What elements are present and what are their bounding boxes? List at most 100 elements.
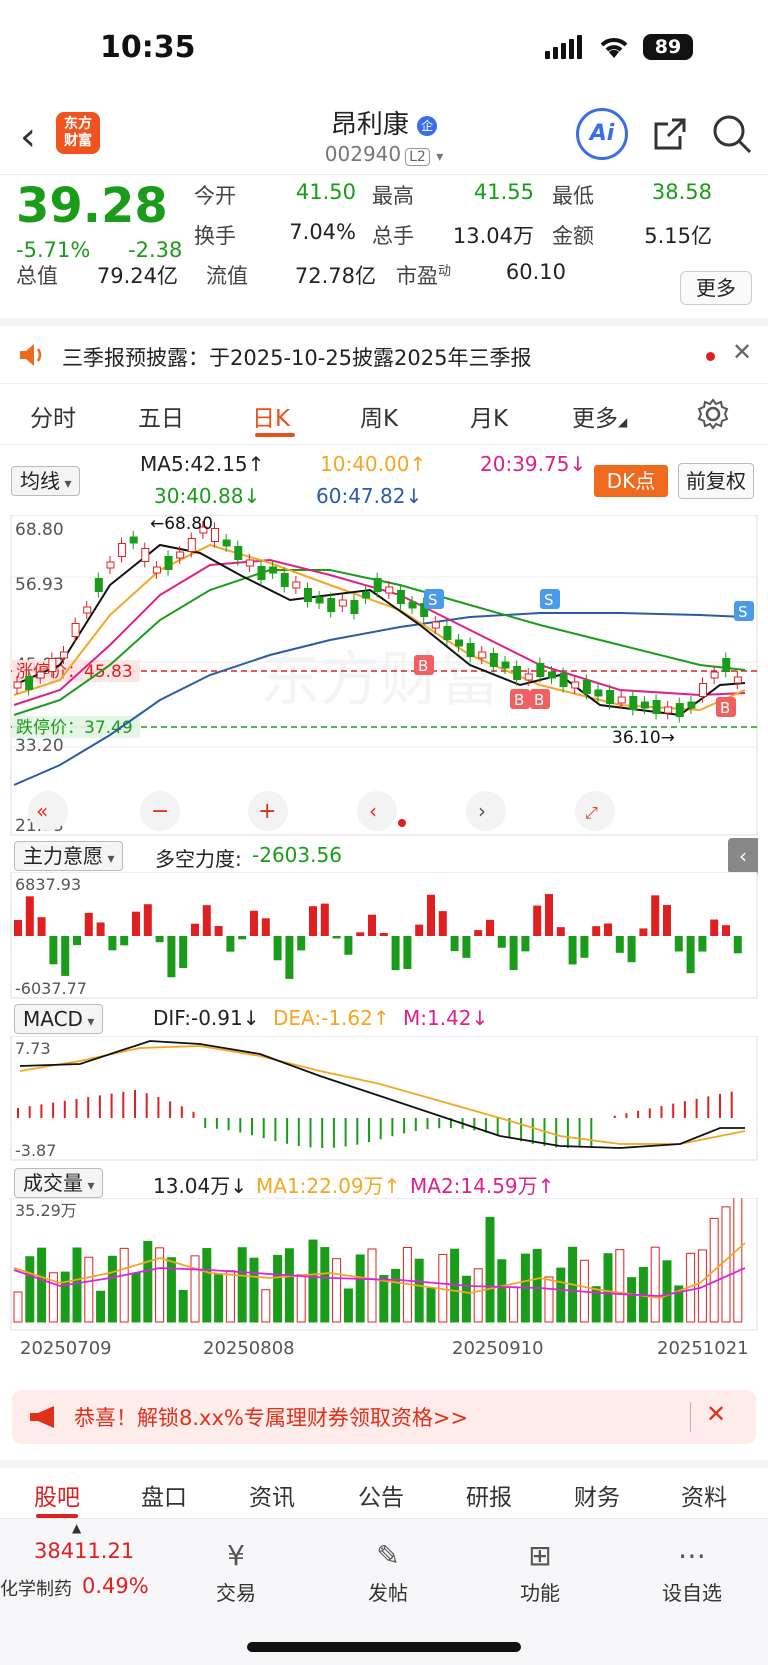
zlyy-bar <box>202 905 211 936</box>
zlyy-bar <box>261 918 270 936</box>
tab-gonggao[interactable]: 公告 <box>358 1485 404 1511</box>
zlyy-bar <box>96 922 105 936</box>
zlyy-bar <box>155 936 164 943</box>
adjust-mode-button[interactable]: 前复权 <box>678 463 754 499</box>
notice-bar[interactable]: 三季报预披露：于2025-10-25披露2025年三季报 ✕ <box>0 318 768 384</box>
candle-body <box>257 566 266 580</box>
zlyy-bar <box>238 936 247 940</box>
quote-value-2: 38.58 <box>651 180 712 204</box>
add-watchlist-button[interactable]: ⋯ 设自选 <box>642 1539 742 1606</box>
zlyy-bar <box>320 903 329 936</box>
dk-point-button[interactable]: DK点 <box>594 465 668 497</box>
zlyy-bar <box>143 904 152 936</box>
volume-bar <box>733 1198 743 1323</box>
svg-text:⤢: ⤢ <box>585 803 598 822</box>
volume-bar <box>237 1247 247 1323</box>
promo-close-icon[interactable]: ✕ <box>706 1400 727 1428</box>
zlyy-bar <box>580 936 589 958</box>
tab-zhouk[interactable]: 周K <box>360 406 399 432</box>
more-dots-icon: ⋯ <box>678 1539 706 1572</box>
tab-yuek[interactable]: 月K <box>470 406 509 432</box>
ai-assistant-button[interactable]: Ai <box>576 108 628 160</box>
volume-bar <box>107 1255 117 1323</box>
quote-label-4: 总手 <box>372 224 414 248</box>
volume-bar <box>603 1253 613 1323</box>
yuan-circle-icon: ¥ <box>227 1539 245 1572</box>
zlyy-bar <box>722 925 730 936</box>
notice-text: 三季报预披露：于2025-10-25披露2025年三季报 <box>62 346 532 370</box>
volume-ma1: MA1:22.09万↑ <box>256 1174 401 1198</box>
candle-body <box>164 556 173 570</box>
dea-line <box>19 1045 746 1145</box>
sector-name[interactable]: 化学制药 <box>0 1579 72 1600</box>
stock-code[interactable]: 002940 L2 ▾ <box>324 142 444 166</box>
ma20-line <box>13 558 746 706</box>
share-icon[interactable] <box>650 114 690 154</box>
tab-rik[interactable]: 日K <box>252 406 291 432</box>
indicator-selector-volume[interactable]: 成交量 <box>14 1168 104 1198</box>
zlyy-bar <box>84 912 93 936</box>
volume-ma2-line <box>13 1267 746 1297</box>
candle-body <box>547 671 556 679</box>
tab-guba[interactable]: 股吧 <box>34 1485 80 1511</box>
tab-pankou[interactable]: 盘口 <box>141 1485 187 1511</box>
zlyy-bar <box>474 930 483 936</box>
limit-up-label: 涨停价：45.83 <box>16 662 133 682</box>
tab-ziliao[interactable]: 资料 <box>681 1485 727 1511</box>
search-icon[interactable] <box>710 112 754 156</box>
indicator-selector-ma[interactable]: 均线 <box>11 466 81 496</box>
indicator-selector-macd[interactable]: MACD <box>14 1004 104 1034</box>
post-button[interactable]: ✎ 发帖 <box>338 1539 438 1606</box>
candle-body <box>675 703 684 717</box>
kline-chart[interactable]: 东方财富 68.80 56.93 45.07 33.20 21.33 涨停价：4… <box>0 515 768 840</box>
zlyy-chart: 6837.93 -6037.77 <box>10 872 758 999</box>
candle-body <box>582 680 591 694</box>
tab-fenshi[interactable]: 分时 <box>30 406 76 432</box>
promo-banner[interactable]: 恭喜！解锁8.xx%专属理财券领取资格>> ✕ <box>12 1390 756 1444</box>
tab-yanbao[interactable]: 研报 <box>466 1485 512 1511</box>
candle-body <box>571 681 580 689</box>
close-icon[interactable]: ✕ <box>732 338 753 366</box>
tab-zixun[interactable]: 资讯 <box>249 1485 295 1511</box>
volume-value: 13.04万↓ <box>153 1174 248 1198</box>
status-icons: 89 <box>545 34 693 60</box>
svg-text:B: B <box>418 657 428 675</box>
tab-caiwu[interactable]: 财务 <box>574 1485 620 1511</box>
volume-bar <box>355 1254 365 1323</box>
dkld-value: -2603.56 <box>252 843 342 867</box>
macd-chart: 7.73 -3.87 <box>10 1036 758 1161</box>
collapse-chevron-icon[interactable]: ‹ <box>728 838 758 874</box>
wifi-icon <box>600 38 628 58</box>
tab-more[interactable]: 更多◢ <box>572 406 628 432</box>
back-chevron-icon[interactable]: ‹ <box>20 114 36 160</box>
candle-body <box>710 671 719 679</box>
volume-bar <box>367 1248 377 1323</box>
zlyy-bar <box>191 923 199 936</box>
volume-bar <box>473 1268 483 1323</box>
chart-controls[interactable]: « − + ‹ › ⤢ <box>28 791 615 831</box>
svg-text:›: › <box>478 799 486 823</box>
tab-wuri[interactable]: 五日 <box>138 406 184 432</box>
volume-bar <box>721 1206 731 1323</box>
more-button[interactable]: 更多 <box>680 271 752 305</box>
candle-body <box>536 663 545 677</box>
ma60-legend: 60:47.82↓ <box>316 484 423 508</box>
settings-gear-icon[interactable] <box>696 397 730 431</box>
trade-button[interactable]: ¥ 交易 <box>186 1539 286 1606</box>
zlyy-bar <box>533 905 542 936</box>
candle-body <box>408 601 417 609</box>
zlyy-bar <box>521 936 530 952</box>
level2-badge: L2 <box>405 148 430 166</box>
dropdown-caret-icon: ▾ <box>436 149 444 165</box>
svg-text:S: S <box>428 591 438 609</box>
functions-button[interactable]: ⊞ 功能 <box>490 1539 590 1606</box>
volume-bar <box>37 1247 47 1323</box>
volume-bar <box>13 1291 23 1323</box>
indicator-selector-zlyy[interactable]: 主力意愿 <box>14 841 124 871</box>
zlyy-bar <box>545 894 553 936</box>
volume-y-top: 35.29万 <box>15 1201 77 1220</box>
candle-body <box>118 543 127 557</box>
volume-bar <box>544 1276 554 1323</box>
zlyy-bar <box>698 936 707 952</box>
candle-body <box>25 676 34 690</box>
